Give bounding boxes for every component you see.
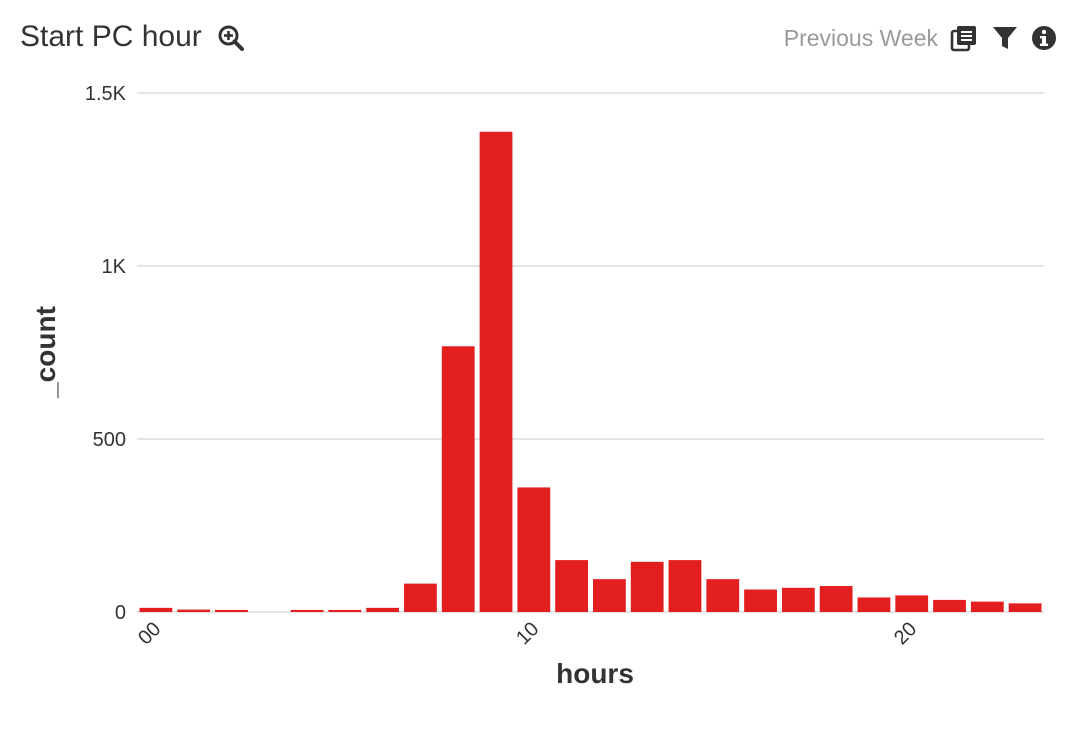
bar-hour-23[interactable] [1008, 603, 1042, 612]
x-tick-label: 00 [134, 618, 165, 649]
bar-hour-17[interactable] [781, 587, 815, 612]
bar-hour-19[interactable] [857, 597, 891, 612]
bar-hour-11[interactable] [555, 560, 588, 612]
x-tick-label: 20 [890, 618, 921, 649]
bar-hour-2[interactable] [215, 609, 248, 612]
time-period-label[interactable]: Previous Week [783, 25, 938, 51]
gridlines [137, 92, 1044, 613]
y-tick-labels: 0 500 1K 1.5K [85, 83, 127, 624]
bar-hour-1[interactable] [177, 609, 211, 612]
bar-hour-16[interactable] [744, 589, 777, 612]
bar-hour-7[interactable] [404, 583, 437, 612]
y-tick-label: 1K [102, 256, 127, 278]
bar-hour-15[interactable] [706, 579, 740, 612]
bar-hour-0[interactable] [139, 607, 173, 612]
bar-hour-4[interactable] [290, 609, 324, 612]
bar-hour-6[interactable] [366, 607, 400, 612]
bar-hour-5[interactable] [328, 609, 362, 612]
x-axis-label: hours [556, 658, 634, 689]
bar-hour-8[interactable] [441, 346, 475, 612]
bars [139, 131, 1042, 612]
bar-hour-20[interactable] [895, 595, 929, 612]
x-tick-label: 10 [512, 618, 543, 649]
bar-hour-22[interactable] [970, 601, 1004, 612]
chart-title: Start PC hour [20, 20, 202, 53]
zoom-in-icon[interactable] [217, 24, 245, 52]
bar-hour-13[interactable] [630, 561, 664, 612]
bar-hour-10[interactable] [517, 487, 551, 612]
bar-hour-21[interactable] [933, 599, 966, 612]
bar-hour-14[interactable] [668, 560, 702, 612]
bar-hour-18[interactable] [819, 586, 853, 612]
bar-hour-12[interactable] [593, 579, 626, 612]
info-icon[interactable] [1030, 24, 1058, 52]
copy-icon[interactable] [950, 24, 978, 52]
y-tick-label: 500 [93, 429, 126, 451]
y-axis-label: _count [30, 306, 61, 399]
y-tick-label: 1.5K [85, 83, 127, 105]
bar-hour-9[interactable] [479, 131, 513, 612]
filter-icon[interactable] [991, 24, 1019, 52]
y-tick-label: 0 [115, 602, 126, 624]
chart-header: Start PC hour Previous Week [0, 0, 1084, 76]
x-tick-labels: 00 10 20 [134, 618, 921, 649]
